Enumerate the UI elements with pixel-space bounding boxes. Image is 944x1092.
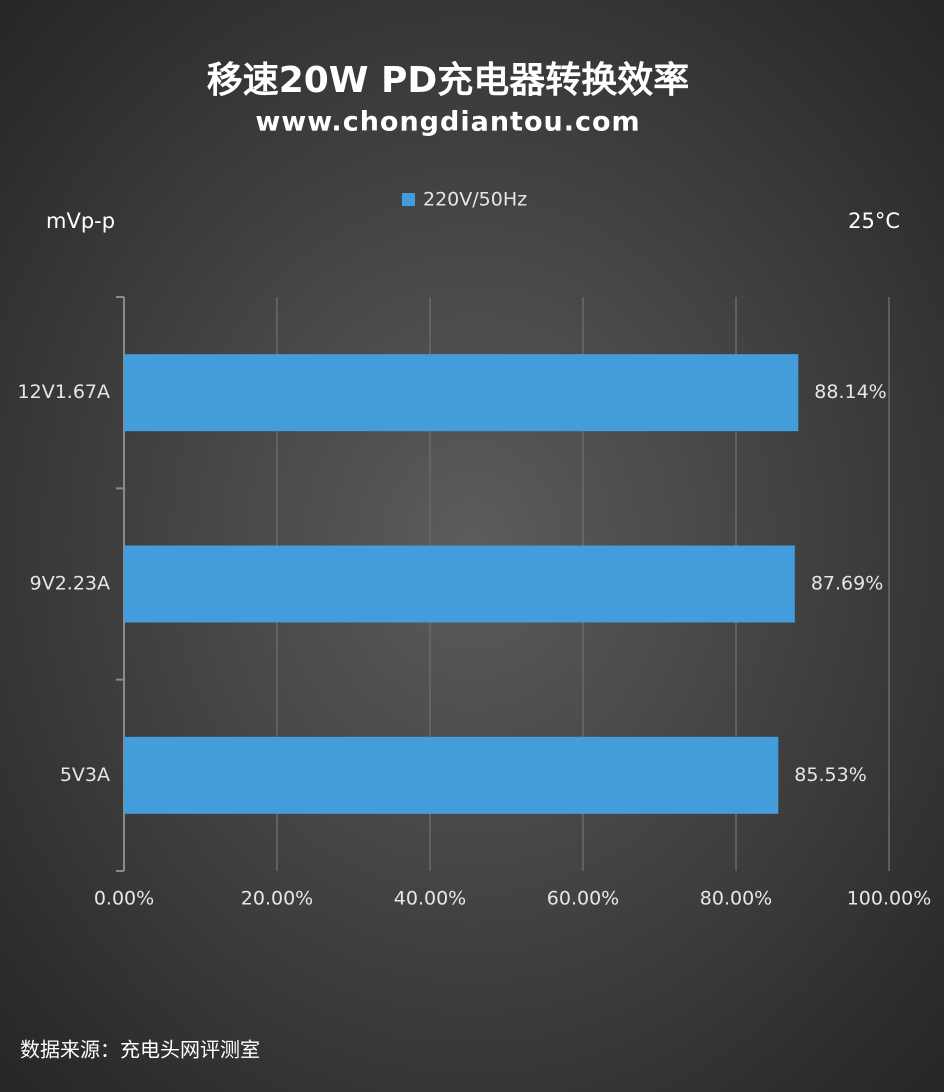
legend-swatch	[402, 193, 415, 206]
bar	[124, 354, 799, 432]
y-tick-label: 12V1.67A	[18, 381, 110, 403]
right-annotation: 25°C	[848, 209, 900, 233]
bar	[124, 545, 795, 623]
legend-label: 220V/50Hz	[423, 189, 527, 211]
bar	[124, 736, 779, 814]
x-tick-label: 100.00%	[847, 888, 932, 910]
x-tick-label: 80.00%	[700, 888, 772, 910]
value-label: 85.53%	[794, 764, 866, 786]
value-label: 88.14%	[814, 381, 886, 403]
source-note: 数据来源：充电头网评测室	[20, 1038, 260, 1062]
chart-title: 移速20W PD充电器转换效率	[207, 60, 690, 101]
chart-subtitle: www.chongdiantou.com	[255, 107, 640, 138]
left-annotation: mVp-p	[46, 209, 115, 233]
x-tick-label: 20.00%	[241, 888, 313, 910]
x-tick-label: 0.00%	[94, 888, 154, 910]
value-label: 87.69%	[811, 573, 883, 595]
x-tick-label: 60.00%	[547, 888, 619, 910]
y-tick-label: 5V3A	[60, 764, 110, 786]
y-tick-label: 9V2.23A	[30, 573, 110, 595]
x-tick-label: 40.00%	[394, 888, 466, 910]
